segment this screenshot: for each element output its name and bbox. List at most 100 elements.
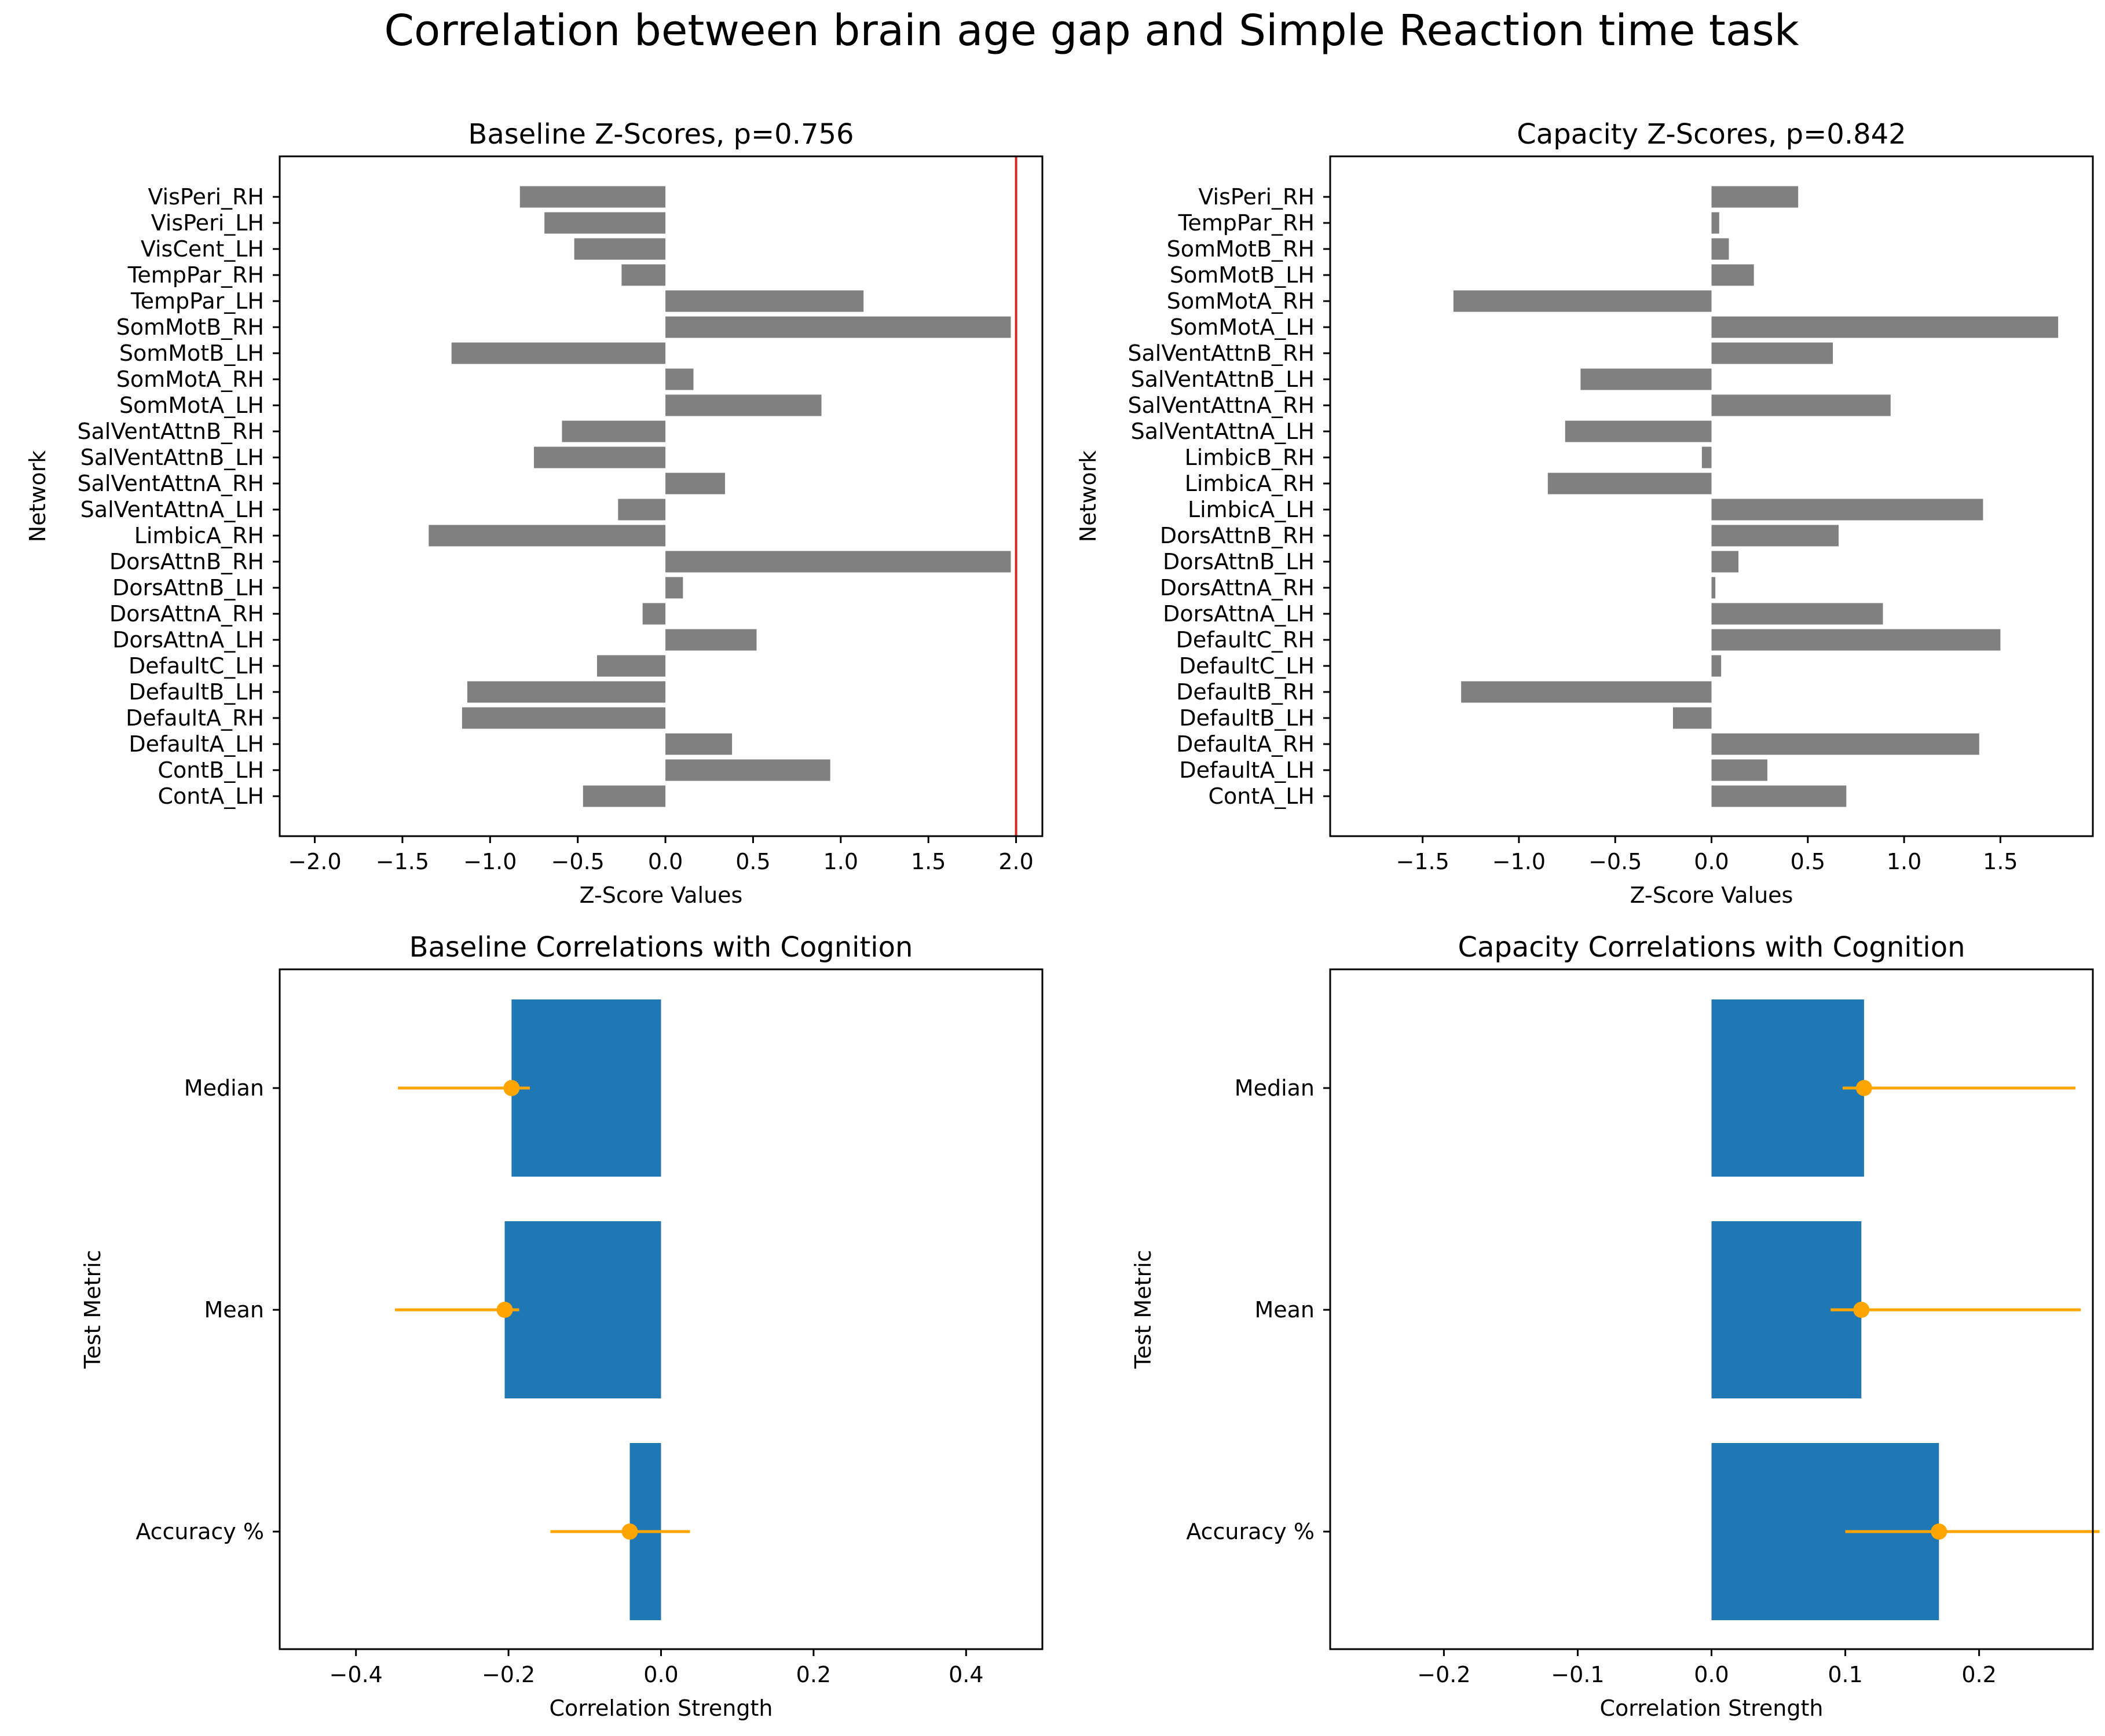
- capacity-z-bar: [1711, 499, 1983, 521]
- baseline-z-category-label: SalVentAttnA_RH: [77, 471, 264, 496]
- baseline-z-bar: [665, 577, 683, 599]
- capacity-z-category-label: DefaultC_LH: [1179, 653, 1315, 679]
- capacity-z-bar: [1711, 264, 1754, 286]
- capacity-corr-xtick-label: 0.0: [1694, 1662, 1729, 1687]
- capacity-corr-category-label: Median: [1235, 1075, 1315, 1101]
- capacity-z-bar: [1565, 420, 1712, 442]
- baseline-z-bar: [665, 368, 694, 390]
- baseline-z-bar: [621, 264, 666, 286]
- baseline-z-category-label: DefaultA_RH: [126, 705, 264, 731]
- capacity-z-xtick-label: −0.5: [1588, 849, 1642, 874]
- baseline-z-xtick-label: 2.0: [998, 849, 1033, 874]
- baseline-z-xtick-label: −0.5: [551, 849, 605, 874]
- baseline-z-xtick-label: −1.0: [463, 849, 517, 874]
- capacity-z-bar: [1711, 212, 1719, 234]
- capacity-z-category-label: SomMotB_RH: [1167, 236, 1315, 262]
- capacity-z-category-label: DorsAttnA_RH: [1160, 575, 1315, 600]
- baseline-z-bar: [665, 551, 1011, 573]
- capacity-corr-point: [1931, 1523, 1947, 1540]
- baseline-corr-bar: [511, 999, 661, 1177]
- baseline-z-category-label: LimbicA_RH: [134, 523, 264, 548]
- capacity-corr-point: [1853, 1302, 1870, 1318]
- capacity-z-bar: [1711, 629, 2001, 651]
- capacity-corr-xtick-label: −0.2: [1417, 1662, 1470, 1687]
- capacity-z-bar: [1711, 238, 1729, 260]
- baseline-corr-title: Baseline Correlations with Cognition: [409, 931, 913, 964]
- capacity-z-bar: [1711, 603, 1883, 625]
- baseline-corr-category-label: Accuracy %: [136, 1519, 264, 1544]
- baseline-z-bar: [665, 290, 864, 312]
- baseline-corr-xtick-label: 0.2: [796, 1662, 831, 1687]
- baseline-z-bar: [665, 629, 757, 651]
- baseline-corr-xtick-label: 0.4: [949, 1662, 983, 1687]
- capacity-z-category-label: LimbicA_LH: [1188, 497, 1315, 522]
- baseline-z-category-label: ContB_LH: [158, 757, 264, 783]
- capacity-z-category-label: DorsAttnA_LH: [1163, 601, 1315, 627]
- capacity-z-bar: [1711, 759, 1767, 781]
- baseline-z-category-label: DorsAttnB_RH: [109, 549, 264, 574]
- capacity-z-bar: [1453, 290, 1712, 312]
- baseline-z-category-label: SalVentAttnA_LH: [80, 497, 264, 522]
- capacity-z-category-label: SomMotB_LH: [1170, 262, 1315, 288]
- baseline-z-xtick-label: 0.5: [735, 849, 770, 874]
- capacity-z-bar: [1711, 655, 1722, 677]
- capacity-corr-xlabel: Correlation Strength: [1600, 1695, 1824, 1721]
- baseline-z-axes-frame: [279, 155, 1044, 837]
- capacity-corr-bar: [1711, 999, 1864, 1177]
- capacity-z-bar: [1711, 394, 1891, 416]
- baseline-z-category-label: DefaultB_LH: [129, 679, 264, 705]
- baseline-z-category-label: DefaultC_LH: [129, 653, 264, 679]
- capacity-z-xtick-label: 0.5: [1791, 849, 1825, 874]
- baseline-z-bar: [462, 707, 666, 729]
- baseline-z-category-label: VisPeri_RH: [148, 184, 264, 210]
- capacity-z-xtick-label: −1.0: [1492, 849, 1546, 874]
- capacity-z-category-label: SomMotA_RH: [1167, 288, 1315, 314]
- baseline-corr-ylabel: Test Metric: [80, 1250, 105, 1369]
- capacity-corr-category-label: Accuracy %: [1186, 1519, 1315, 1544]
- capacity-z-bar: [1711, 785, 1847, 807]
- capacity-z-bar: [1711, 316, 2059, 338]
- baseline-corr-point: [496, 1302, 513, 1318]
- baseline-z-bar: [451, 342, 666, 364]
- baseline-z-xtick-label: −2.0: [288, 849, 341, 874]
- capacity-z-xtick-label: 1.5: [1983, 849, 2018, 874]
- capacity-z-category-label: DefaultC_RH: [1176, 627, 1315, 653]
- baseline-z-bar: [665, 733, 733, 755]
- baseline-z-bar: [429, 525, 666, 547]
- capacity-z-category-label: SalVentAttnA_LH: [1131, 419, 1315, 444]
- baseline-z-bar: [519, 186, 666, 208]
- baseline-zscores-chart: Baseline Z-Scores, p=0.756 VisPeri_RHVisP…: [25, 118, 1044, 908]
- baseline-corr-xlabel: Correlation Strength: [550, 1695, 773, 1721]
- capacity-z-bar: [1711, 577, 1716, 599]
- capacity-z-category-label: TempPar_RH: [1178, 210, 1315, 236]
- capacity-corr-xtick-label: 0.2: [1961, 1662, 1996, 1687]
- capacity-z-bar: [1547, 473, 1712, 495]
- baseline-z-category-label: SomMotA_LH: [119, 393, 264, 418]
- baseline-z-category-label: SomMotA_RH: [116, 367, 264, 392]
- baseline-corr-category-label: Mean: [204, 1297, 264, 1323]
- baseline-z-category-label: ContA_LH: [158, 783, 264, 809]
- baseline-z-bar: [665, 473, 726, 495]
- capacity-z-category-label: DefaultB_RH: [1176, 679, 1315, 705]
- baseline-z-bar: [665, 316, 1011, 338]
- capacity-zscores-chart: Capacity Z-Scores, p=0.842 VisPeri_RHTemp…: [1075, 118, 2094, 908]
- capacity-corr-xtick-label: 0.1: [1828, 1662, 1862, 1687]
- capacity-corr-xtick-label: −0.1: [1551, 1662, 1604, 1687]
- baseline-z-bar: [665, 394, 822, 416]
- capacity-z-category-label: LimbicA_RH: [1185, 471, 1315, 496]
- baseline-z-xlabel: Z-Score Values: [580, 882, 743, 908]
- figure-title: Correlation between brain age gap and Si…: [384, 6, 1799, 56]
- capacity-z-bar: [1580, 368, 1712, 390]
- capacity-z-category-label: DefaultA_RH: [1176, 731, 1315, 757]
- capacity-z-category-label: LimbicB_RH: [1185, 445, 1315, 470]
- capacity-z-category-label: SalVentAttnA_RH: [1127, 393, 1315, 418]
- capacity-z-category-label: SomMotA_LH: [1170, 314, 1315, 340]
- baseline-corr-category-label: Median: [184, 1075, 264, 1101]
- capacity-z-xtick-label: −1.5: [1396, 849, 1449, 874]
- capacity-z-category-label: DorsAttnB_RH: [1160, 523, 1315, 548]
- capacity-z-bar: [1711, 551, 1739, 573]
- capacity-z-bar: [1461, 681, 1712, 703]
- baseline-z-category-label: TempPar_RH: [127, 262, 264, 288]
- baseline-z-bar: [467, 681, 666, 703]
- capacity-z-bar: [1711, 525, 1839, 547]
